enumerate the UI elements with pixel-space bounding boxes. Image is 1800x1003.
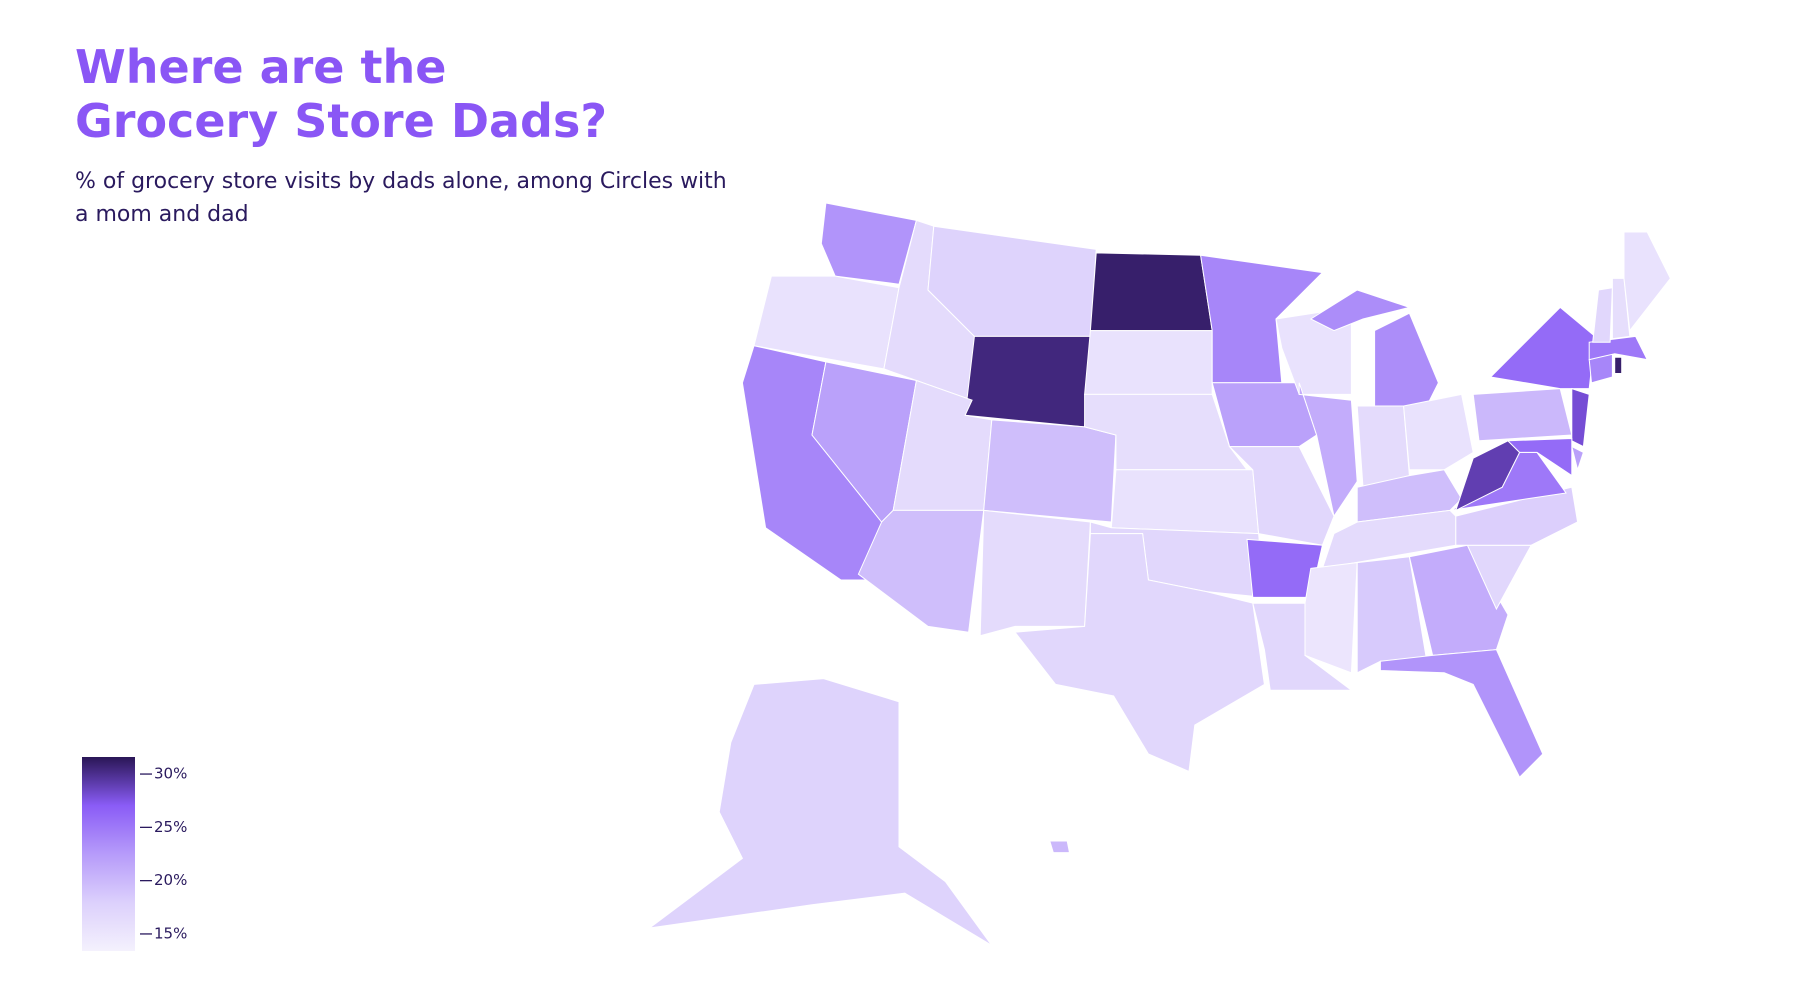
region bbox=[1571, 387, 1590, 448]
region bbox=[820, 202, 918, 285]
colorbar-label: 30% bbox=[154, 765, 187, 783]
region bbox=[1084, 330, 1213, 395]
colorbar-label: 15% bbox=[154, 924, 187, 942]
colorbar-label: 25% bbox=[154, 818, 187, 836]
region bbox=[1309, 289, 1439, 407]
region bbox=[649, 678, 993, 946]
region bbox=[1356, 405, 1410, 488]
region bbox=[1614, 356, 1623, 374]
region bbox=[1089, 252, 1213, 332]
region bbox=[1211, 382, 1318, 448]
region bbox=[1403, 393, 1474, 471]
region bbox=[979, 509, 1091, 637]
region bbox=[1110, 469, 1260, 535]
colorbar bbox=[82, 757, 135, 951]
region bbox=[1304, 562, 1358, 674]
region bbox=[1623, 231, 1671, 332]
title: Where are the Grocery Store Dads? bbox=[75, 40, 608, 148]
region bbox=[964, 335, 1091, 428]
region bbox=[1571, 445, 1585, 472]
region bbox=[1506, 437, 1573, 477]
subtitle: % of grocery store visits by dads alone,… bbox=[75, 169, 727, 227]
region bbox=[1592, 287, 1613, 343]
region bbox=[1472, 388, 1573, 442]
region bbox=[1014, 533, 1265, 773]
region bbox=[983, 419, 1117, 523]
region bbox=[1298, 382, 1358, 518]
region bbox=[1489, 306, 1596, 390]
region bbox=[1379, 649, 1544, 779]
colorbar-label: 20% bbox=[154, 871, 187, 889]
region bbox=[1049, 840, 1071, 854]
